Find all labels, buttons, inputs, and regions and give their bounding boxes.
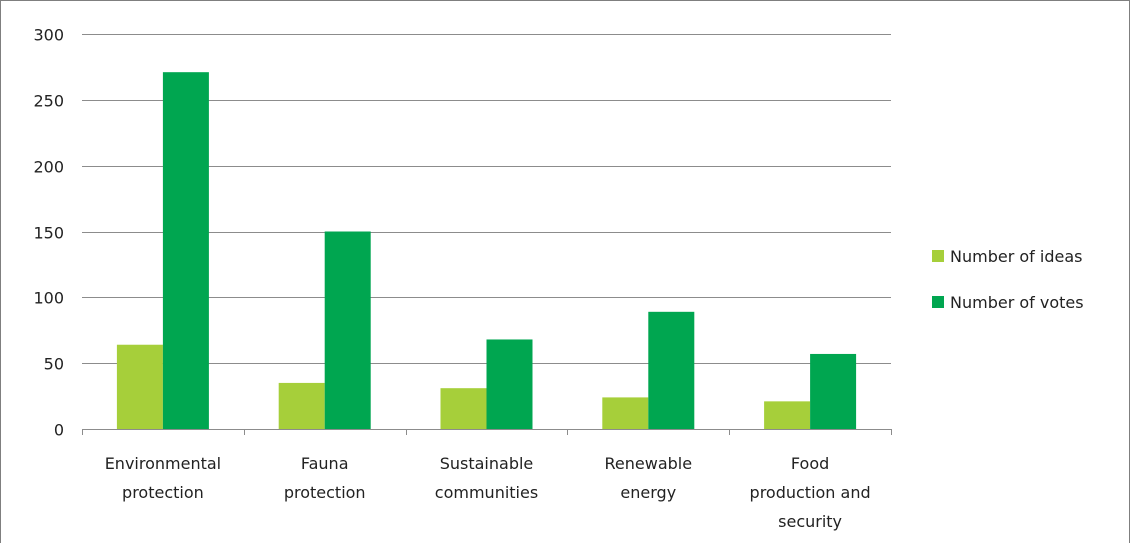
y-tick-label: 300 [33, 26, 64, 45]
legend-label: Number of votes [950, 293, 1084, 312]
x-axis-labels: Environmental protection Fauna protection Su… [105, 454, 871, 531]
legend-swatch [932, 296, 944, 308]
x-category-label: security [778, 512, 842, 531]
y-tick-label: 50 [44, 355, 64, 374]
bar-ideas [764, 401, 811, 429]
bar-votes [648, 311, 695, 429]
x-category-label: Renewable [605, 454, 693, 473]
y-tick-label: 200 [33, 158, 64, 177]
x-category-label: Environmental [105, 454, 221, 473]
y-tick-label: 150 [33, 224, 64, 243]
bar-votes [486, 339, 533, 429]
y-tick-label: 0 [54, 421, 64, 440]
x-category-label: protection [122, 483, 204, 502]
bar-votes [810, 353, 857, 429]
y-tick-label: 250 [33, 92, 64, 111]
gridlines [82, 34, 891, 364]
y-tick-label: 100 [33, 289, 64, 308]
x-category-label: Food [791, 454, 829, 473]
x-category-label: Sustainable [440, 454, 534, 473]
legend-swatch [932, 250, 944, 262]
bar-ideas [602, 397, 649, 429]
x-category-label: production and [750, 483, 871, 502]
x-category-label: Fauna [301, 454, 349, 473]
bars [116, 72, 857, 429]
x-category-label: energy [620, 483, 676, 502]
bar-ideas [440, 388, 487, 429]
legend: Number of ideas Number of votes [932, 247, 1084, 312]
x-category-label: communities [435, 483, 538, 502]
bar-ideas [116, 344, 163, 429]
x-axis [82, 429, 892, 435]
y-axis-ticks: 0 50 100 150 200 250 300 [33, 26, 64, 440]
legend-label: Number of ideas [950, 247, 1082, 266]
bar-ideas [278, 382, 325, 429]
bar-votes [162, 72, 209, 429]
bar-votes [324, 231, 371, 429]
x-category-label: protection [284, 483, 366, 502]
